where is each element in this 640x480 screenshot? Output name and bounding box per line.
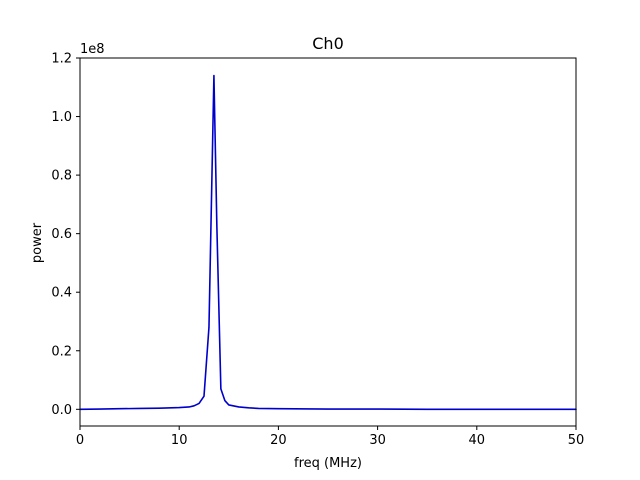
y-tick-label: 1.2 — [51, 52, 72, 67]
chart-title: Ch0 — [312, 34, 344, 53]
x-tick-label: 50 — [568, 433, 585, 448]
plot-area — [79, 57, 577, 427]
y-axis-label: power — [30, 222, 45, 263]
x-tick-label: 20 — [270, 433, 287, 448]
y-axis-ticks: 0.0 0.2 0.4 0.6 0.8 1.0 1.2 — [51, 52, 80, 418]
x-axis-ticks: 0 10 20 30 40 50 — [76, 426, 584, 448]
x-tick-label: 40 — [469, 433, 486, 448]
axes-frame — [79, 57, 577, 427]
y-axis-offset-label: 1e8 — [80, 42, 105, 57]
series-line-0 — [79, 74, 577, 411]
y-tick-label: 0.2 — [51, 344, 72, 359]
y-tick-label: 0.4 — [51, 286, 72, 301]
x-tick-label: 30 — [369, 433, 386, 448]
x-axis-label: freq (MHz) — [294, 456, 362, 471]
x-tick-label: 0 — [76, 433, 84, 448]
x-tick-label: 10 — [171, 433, 188, 448]
y-tick-label: 0.6 — [51, 227, 72, 242]
y-tick-label: 0.0 — [51, 403, 72, 418]
y-tick-label: 0.8 — [51, 169, 72, 184]
y-tick-label: 1.0 — [51, 110, 72, 125]
